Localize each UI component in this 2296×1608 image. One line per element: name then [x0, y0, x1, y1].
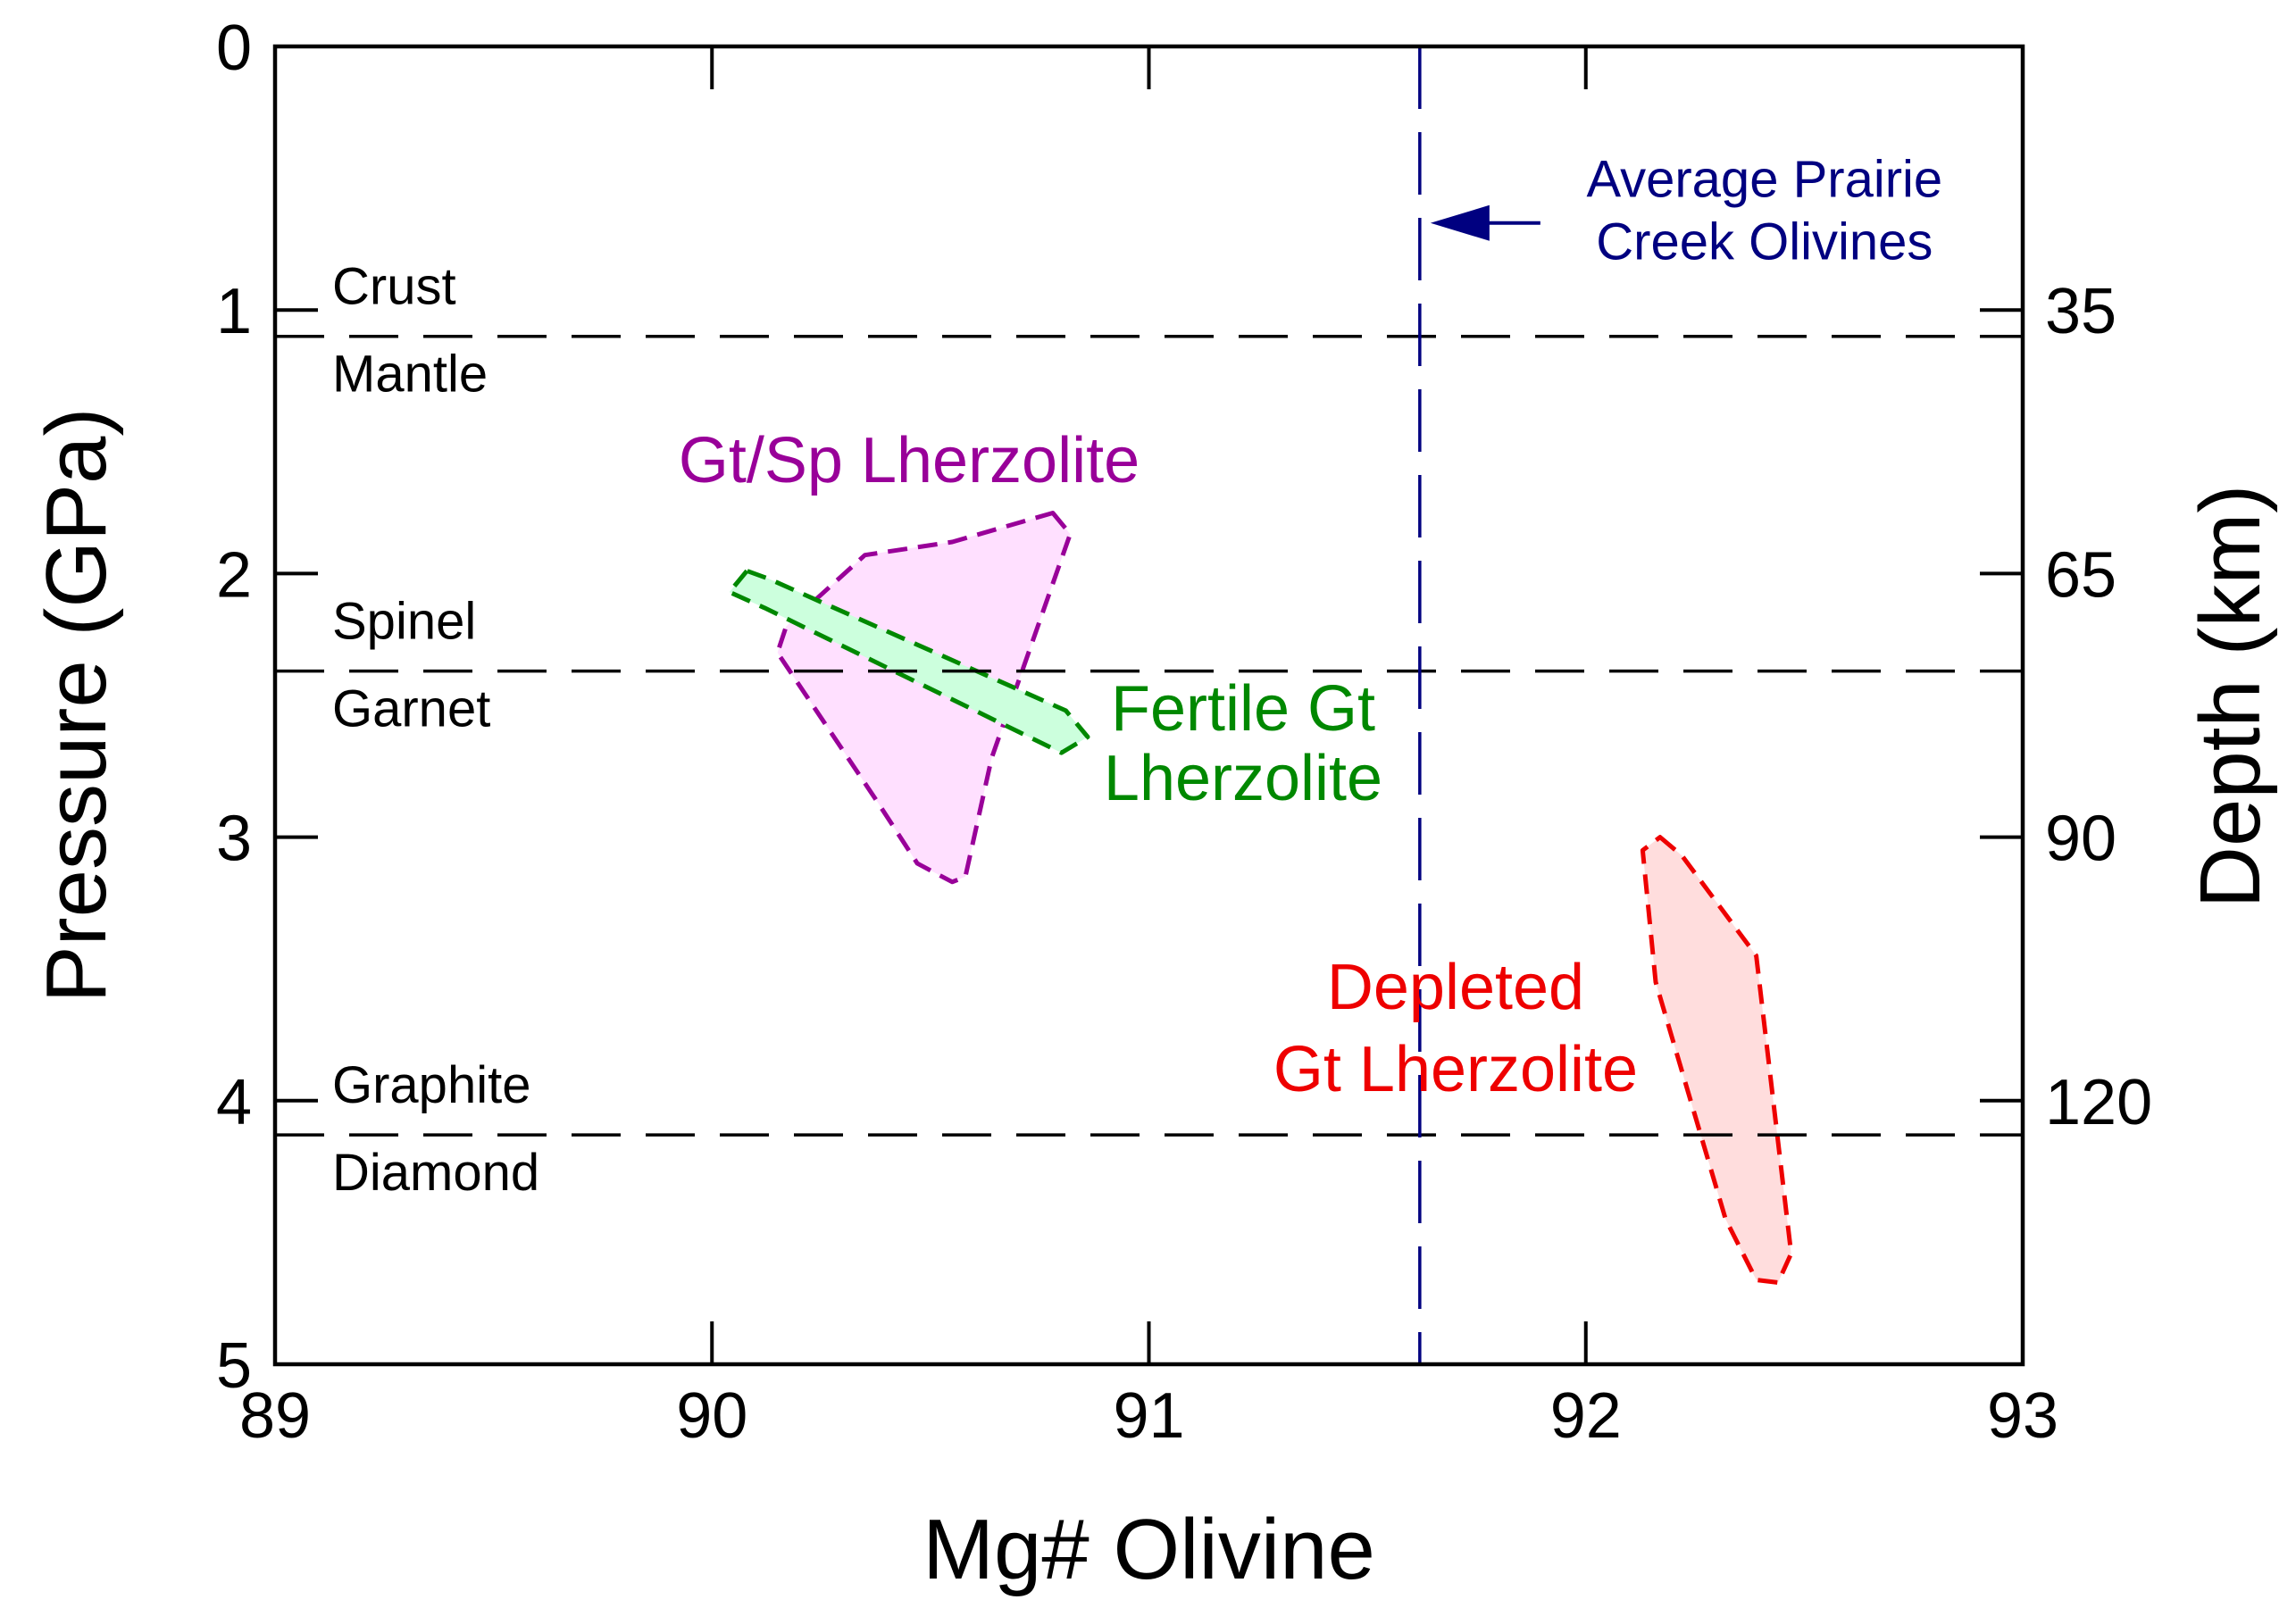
line-layer	[275, 46, 2023, 1364]
y2-tick-label-65: 65	[2045, 539, 2116, 611]
boundary-label-diamond: Diamond	[332, 1144, 539, 1202]
x-tick-label-90: 90	[676, 1380, 747, 1452]
y-tick-label-2: 2	[216, 539, 252, 611]
y-tick-label-5: 5	[216, 1330, 252, 1402]
axes-layer	[272, 44, 2025, 1367]
region-depleted-gt-lherzolite	[1640, 835, 1794, 1285]
y2-tick-label-90: 90	[2045, 804, 2116, 875]
average-arrow-head	[1430, 204, 1490, 241]
boundary-label-graphite: Graphite	[332, 1056, 530, 1114]
average-label-line-2: Creek Olivines	[1596, 212, 1933, 271]
y-tick-label-3: 3	[216, 804, 252, 875]
y-tick-label-1: 1	[216, 276, 252, 347]
region-label-depleted-gt-lherzolite-line-2: Gt Lherzolite	[1273, 1034, 1638, 1105]
boundary-label-mantle: Mantle	[332, 346, 488, 404]
x-tick-label-93: 93	[1987, 1380, 2058, 1452]
region-layer	[727, 511, 1794, 1285]
average-label-line-1: Average Prairie	[1586, 150, 1942, 208]
boundary-label-garnet: Garnet	[332, 680, 490, 738]
text-layer: Crust Mantle Spinel Garnet Graphite Diamond Av…	[29, 12, 2278, 1597]
y2-tick-label-120: 120	[2045, 1067, 2152, 1138]
region-label-fertile-gt-lherzolite-line-2: Lherzolite	[1104, 743, 1382, 814]
x-axis-title: Mg# Olivine	[923, 1502, 1375, 1597]
y2-tick-label-35: 35	[2045, 276, 2116, 347]
boundary-label-crust: Crust	[332, 258, 456, 316]
y-tick-label-0: 0	[216, 12, 252, 84]
region-label-gt-sp-lherzolite-line-1: Gt/Sp Lherzolite	[679, 425, 1140, 496]
x-tick-label-92: 92	[1550, 1380, 1622, 1452]
boundary-label-spinel: Spinel	[332, 593, 476, 651]
region-label-fertile-gt-lherzolite-line-1: Fertile Gt	[1111, 673, 1375, 745]
y2-axis-title: Depth (km)	[2183, 485, 2278, 909]
region-fertile-gt-lherzolite	[727, 568, 1090, 755]
y-tick-label-4: 4	[216, 1067, 252, 1138]
x-tick-label-89: 89	[239, 1380, 311, 1452]
x-tick-label-91: 91	[1113, 1380, 1184, 1452]
y-axis-title: Pressure (GPa)	[29, 408, 124, 1004]
region-label-depleted-gt-lherzolite-line-1: Depleted	[1327, 952, 1584, 1023]
